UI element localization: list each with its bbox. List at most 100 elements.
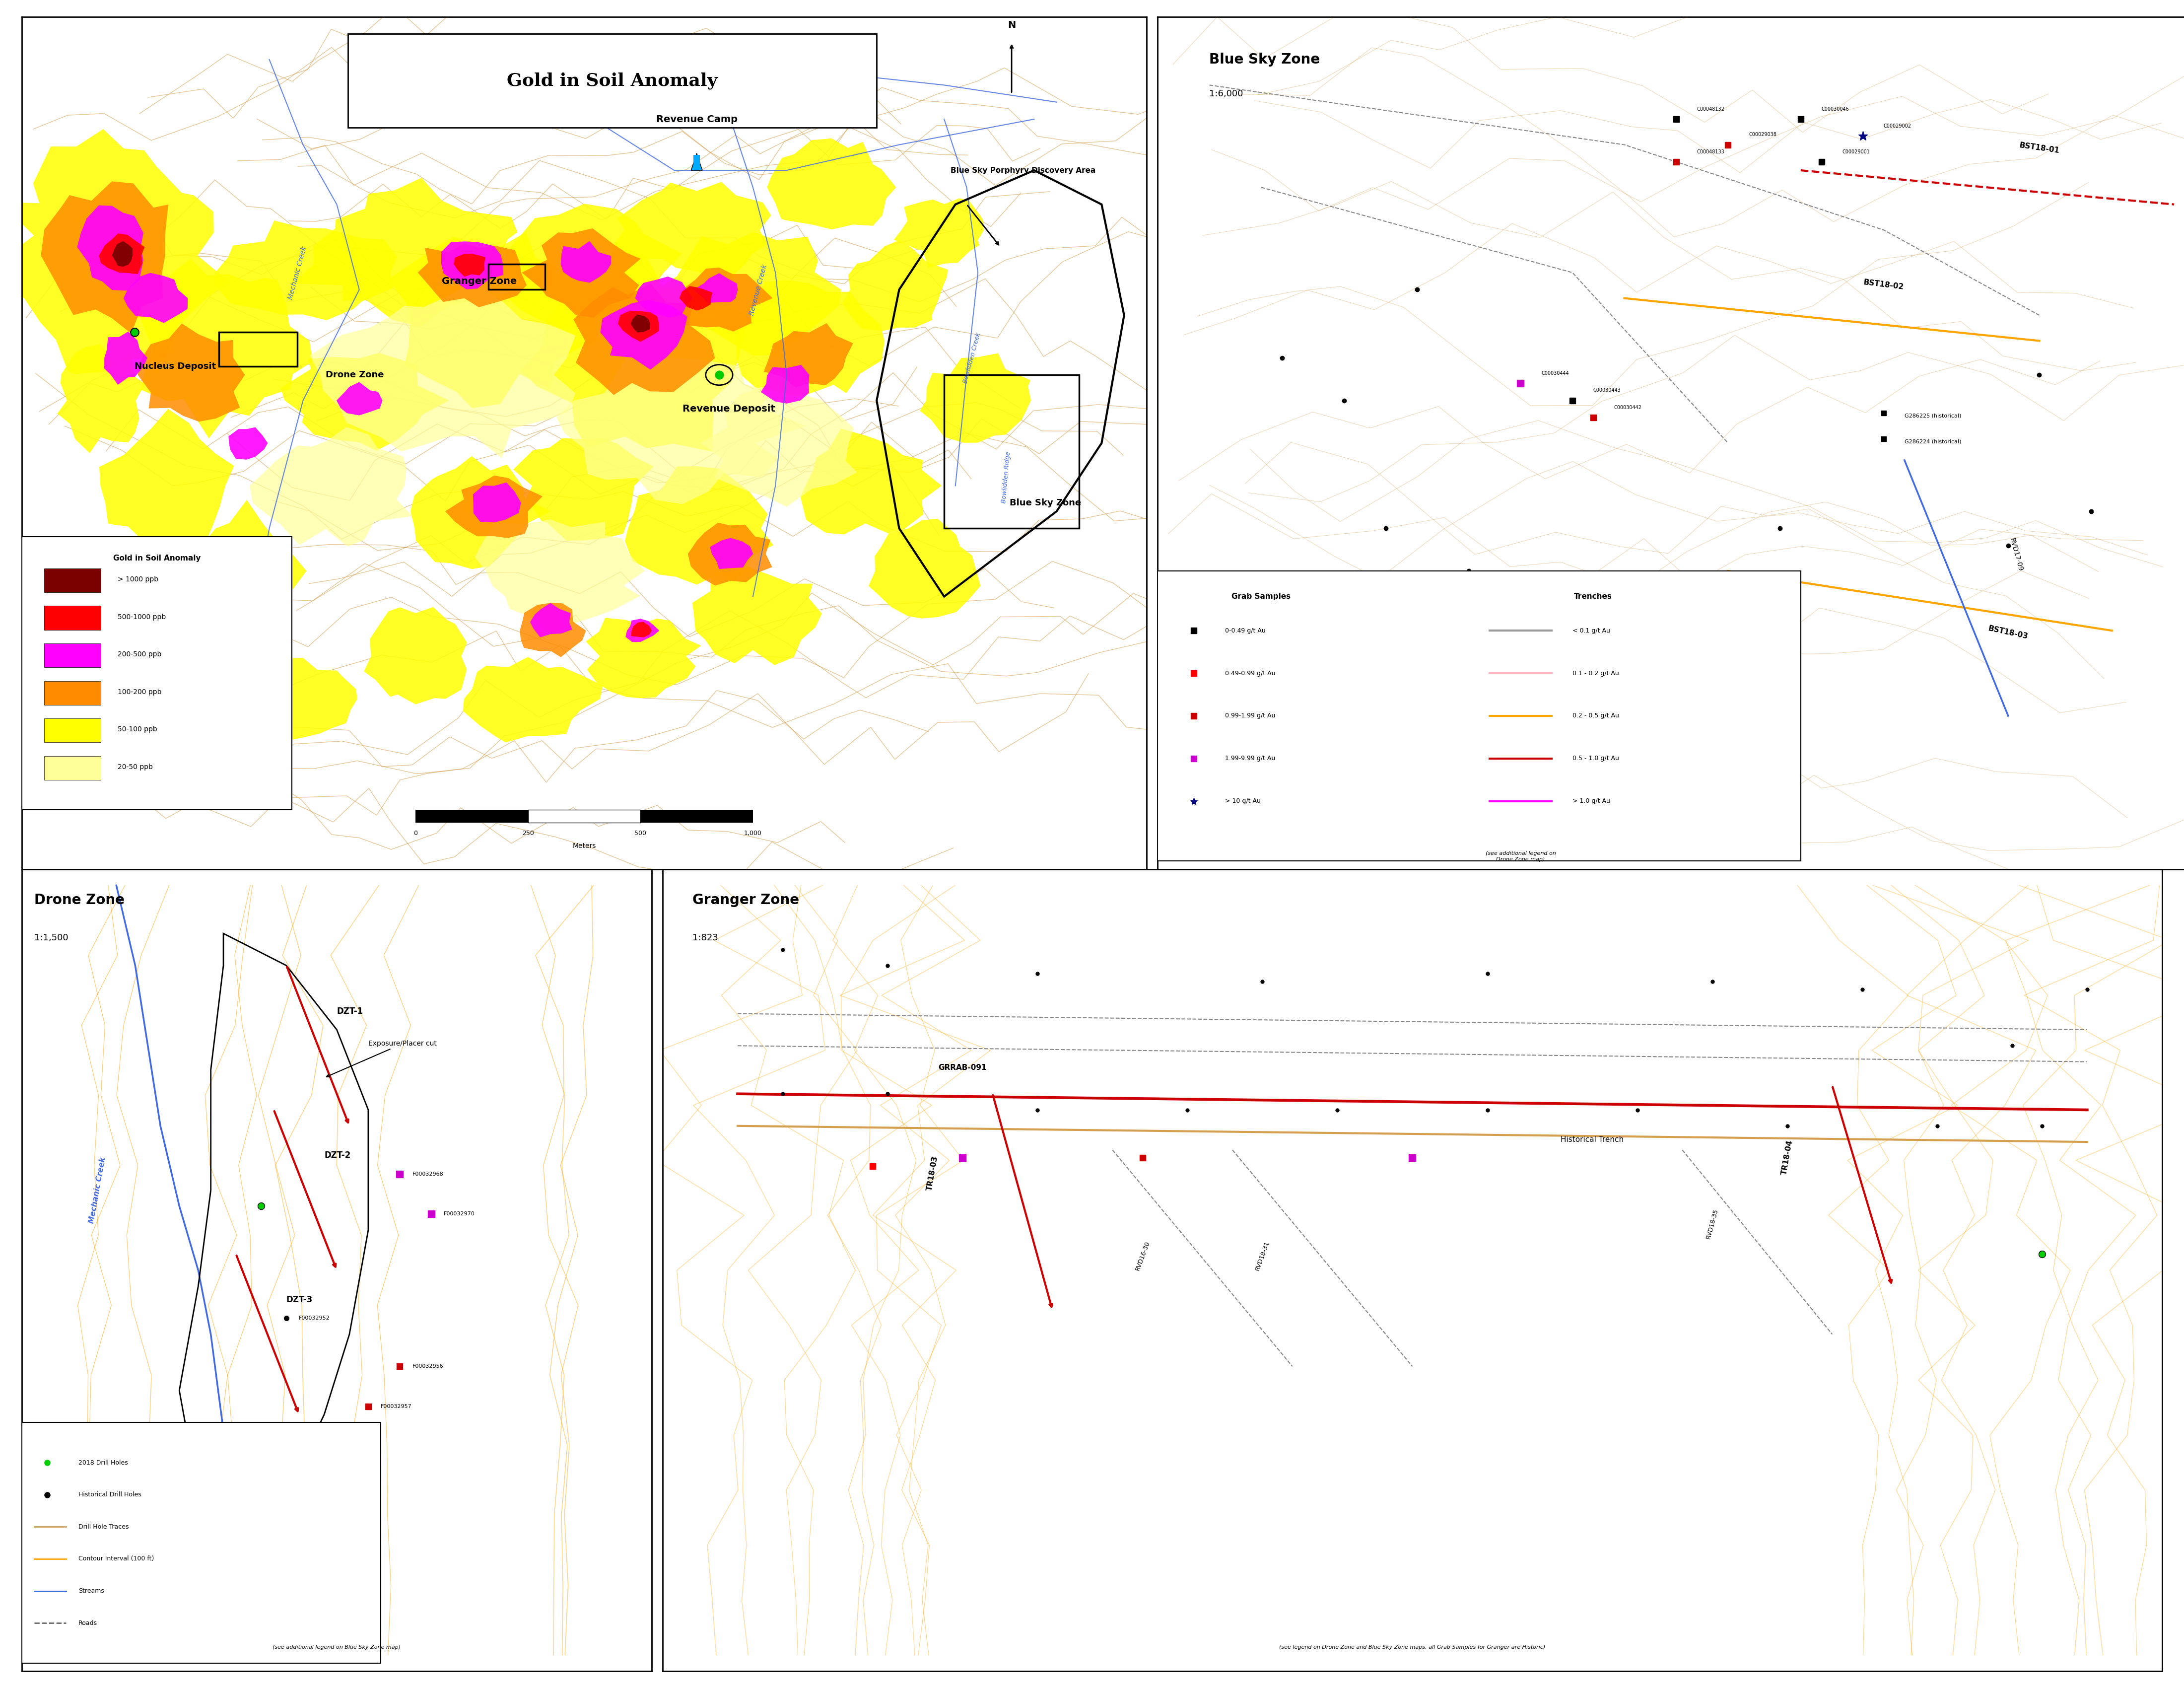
Text: RVD18-35: RVD18-35 — [1706, 1209, 1719, 1239]
Polygon shape — [520, 603, 585, 657]
Text: Trenches: Trenches — [1575, 592, 1612, 601]
Text: C00029038: C00029038 — [1749, 132, 1776, 137]
Polygon shape — [522, 252, 751, 452]
Text: 1.99-9.99 g/t Au: 1.99-9.99 g/t Au — [1225, 755, 1275, 761]
Polygon shape — [618, 311, 660, 341]
Polygon shape — [692, 559, 821, 665]
Text: 0.2 - 0.5 g/t Au: 0.2 - 0.5 g/t Au — [1572, 712, 1618, 719]
Bar — [44, 680, 100, 706]
Text: Granger Zone: Granger Zone — [692, 893, 799, 906]
Polygon shape — [138, 258, 312, 439]
Polygon shape — [474, 520, 644, 635]
Polygon shape — [636, 277, 692, 317]
Polygon shape — [417, 243, 526, 307]
Text: Historical Drill Holes: Historical Drill Holes — [79, 1492, 142, 1497]
Polygon shape — [502, 204, 681, 327]
Polygon shape — [79, 557, 190, 668]
Polygon shape — [601, 300, 688, 370]
Text: DZT-2: DZT-2 — [323, 1151, 352, 1160]
Text: 2018 Drill Holes: 2018 Drill Holes — [79, 1460, 129, 1465]
Polygon shape — [574, 284, 714, 395]
Polygon shape — [229, 427, 269, 459]
Polygon shape — [214, 221, 397, 321]
Text: 0.5 - 1.0 g/t Au: 0.5 - 1.0 g/t Au — [1572, 755, 1618, 761]
Polygon shape — [105, 331, 146, 385]
Polygon shape — [869, 518, 981, 618]
Text: Mechanic Creek: Mechanic Creek — [286, 245, 308, 300]
Text: > 10 g/t Au: > 10 g/t Au — [1225, 798, 1260, 805]
Text: 500: 500 — [636, 830, 646, 837]
Polygon shape — [183, 500, 306, 636]
Text: Nucleus Deposit: Nucleus Deposit — [135, 361, 216, 371]
Polygon shape — [41, 181, 168, 334]
Polygon shape — [657, 231, 841, 356]
Text: F00032952: F00032952 — [299, 1317, 330, 1320]
Text: C00048133: C00048133 — [1697, 149, 1725, 154]
Polygon shape — [612, 182, 771, 284]
Text: Mechanic Creek: Mechanic Creek — [87, 1156, 107, 1224]
Polygon shape — [144, 619, 238, 695]
Text: 200-500 ppb: 200-500 ppb — [118, 652, 162, 658]
Bar — [44, 569, 100, 592]
Polygon shape — [98, 233, 144, 273]
Polygon shape — [625, 466, 773, 584]
FancyBboxPatch shape — [1158, 571, 1800, 861]
Text: Exposure/Placer cut: Exposure/Placer cut — [325, 1040, 437, 1077]
Text: Revenue Creek: Revenue Creek — [749, 263, 769, 316]
Polygon shape — [111, 241, 133, 267]
Text: 0-0.49 g/t Au: 0-0.49 g/t Au — [1225, 628, 1265, 635]
Polygon shape — [76, 206, 144, 290]
Polygon shape — [240, 658, 358, 741]
Text: (see additional legend on
Drone Zone map): (see additional legend on Drone Zone map… — [1485, 851, 1555, 863]
FancyBboxPatch shape — [347, 34, 876, 128]
Text: Blue Sky Zone: Blue Sky Zone — [1009, 498, 1081, 506]
Text: Granger Zone: Granger Zone — [441, 277, 518, 285]
Text: RVD18-31: RVD18-31 — [1254, 1241, 1271, 1271]
Polygon shape — [249, 427, 413, 547]
Text: 1,000: 1,000 — [745, 830, 762, 837]
Text: 100-200 ppb: 100-200 ppb — [118, 689, 162, 695]
Polygon shape — [336, 381, 382, 415]
Text: (see additional legend on Blue Sky Zone map): (see additional legend on Blue Sky Zone … — [273, 1644, 402, 1649]
Text: F00032970: F00032970 — [443, 1212, 474, 1217]
Bar — [44, 606, 100, 630]
Polygon shape — [701, 387, 856, 506]
Polygon shape — [695, 273, 738, 302]
FancyBboxPatch shape — [22, 537, 293, 810]
Polygon shape — [561, 241, 612, 282]
Polygon shape — [474, 483, 522, 523]
Polygon shape — [767, 138, 895, 230]
Text: F00032968: F00032968 — [413, 1171, 443, 1177]
Polygon shape — [293, 177, 518, 327]
Polygon shape — [893, 197, 985, 268]
Text: 0.49-0.99 g/t Au: 0.49-0.99 g/t Au — [1225, 670, 1275, 677]
FancyBboxPatch shape — [22, 1423, 380, 1663]
Polygon shape — [681, 268, 773, 331]
Polygon shape — [585, 618, 701, 699]
Polygon shape — [389, 233, 598, 408]
Text: TR18-04: TR18-04 — [1780, 1139, 1793, 1175]
Text: TR18-03: TR18-03 — [926, 1156, 939, 1192]
Text: C00030442: C00030442 — [1614, 405, 1642, 410]
Polygon shape — [625, 619, 660, 641]
Polygon shape — [280, 353, 450, 451]
Text: 1:1,500: 1:1,500 — [35, 933, 68, 942]
Polygon shape — [463, 657, 603, 743]
Polygon shape — [522, 228, 640, 317]
Bar — [529, 810, 640, 822]
Bar — [44, 643, 100, 667]
Text: GRRAB-091: GRRAB-091 — [939, 1063, 987, 1072]
Polygon shape — [57, 344, 144, 452]
Text: > 1000 ppb: > 1000 ppb — [118, 576, 157, 582]
Polygon shape — [764, 322, 854, 388]
Polygon shape — [631, 621, 651, 638]
Text: Contour Interval (100 ft): Contour Interval (100 ft) — [79, 1556, 155, 1561]
Polygon shape — [919, 353, 1031, 442]
Text: 1:823: 1:823 — [692, 933, 719, 942]
Text: DZT-3: DZT-3 — [286, 1295, 312, 1305]
Polygon shape — [736, 280, 885, 402]
Text: C00048132: C00048132 — [1697, 106, 1725, 111]
Text: F00032957: F00032957 — [380, 1404, 413, 1409]
Polygon shape — [446, 476, 542, 538]
Text: Drone Zone: Drone Zone — [35, 893, 124, 906]
